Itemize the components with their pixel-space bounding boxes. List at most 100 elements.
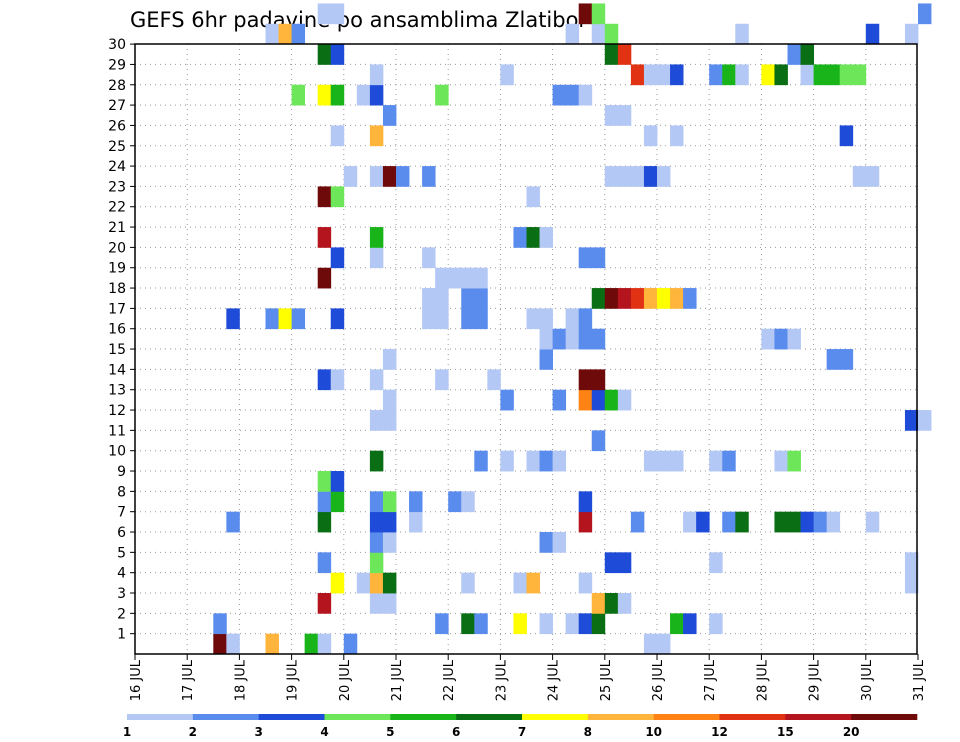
heatmap-cell <box>787 44 801 65</box>
heatmap-cell <box>630 511 645 533</box>
x-tick-label: 23 JUL <box>494 659 509 701</box>
heatmap-cell <box>591 328 606 350</box>
colorbar-segment <box>522 714 589 720</box>
colorbar-segment <box>653 714 720 720</box>
colorbar-label: 2 <box>189 725 197 739</box>
heatmap-cell <box>396 166 410 187</box>
heatmap-cell <box>552 450 567 472</box>
heatmap-cell <box>369 572 384 594</box>
heatmap-cell <box>422 308 436 330</box>
heatmap-cell <box>800 44 814 65</box>
heatmap-cell <box>800 511 814 533</box>
heatmap-cell <box>382 166 397 187</box>
heatmap-cell <box>369 369 384 391</box>
heatmap-cell <box>904 23 919 45</box>
heatmap-cell <box>474 288 488 309</box>
heatmap-cell <box>565 613 580 635</box>
y-tick-label: 22 <box>108 200 126 216</box>
heatmap-cell <box>630 166 645 187</box>
heatmap-cell <box>774 64 788 86</box>
y-tick-label: 8 <box>117 484 126 500</box>
heatmap-cell <box>422 288 436 309</box>
heatmap-cell <box>709 552 723 574</box>
heatmap-cell <box>539 328 553 350</box>
heatmap-cell <box>643 450 658 472</box>
heatmap-cell <box>291 23 306 45</box>
heatmap-cell <box>369 125 384 147</box>
heatmap-cell <box>226 633 240 655</box>
heatmap-cell <box>330 186 345 208</box>
heatmap-cell <box>591 389 606 411</box>
y-tick-label: 21 <box>108 220 126 236</box>
x-tick-label: 17 JUL <box>181 659 196 701</box>
heatmap-cell <box>657 450 671 472</box>
heatmap-cell <box>591 3 606 25</box>
heatmap-cell <box>330 308 345 330</box>
colorbar-label: 4 <box>320 725 328 739</box>
colorbar-label: 8 <box>584 725 592 739</box>
chart-title: GEFS 6hr padavine po ansamblima Zlatibor <box>130 8 587 32</box>
heatmap-cell <box>356 572 371 594</box>
x-tick-label: 27 JUL <box>703 659 718 701</box>
heatmap-cell <box>800 64 814 86</box>
y-tick-label: 3 <box>117 586 126 602</box>
colorbar-label: 3 <box>254 725 262 739</box>
heatmap-cell <box>317 511 332 533</box>
heatmap-cell <box>670 125 684 147</box>
y-tick-label: 12 <box>108 403 126 419</box>
heatmap-cell <box>670 288 684 309</box>
heatmap-cell <box>565 328 580 350</box>
y-tick-label: 7 <box>117 505 126 521</box>
heatmap-cell <box>722 450 736 472</box>
heatmap-cell <box>552 84 567 106</box>
heatmap-cell <box>617 389 632 411</box>
heatmap-cell <box>578 613 593 635</box>
heatmap-cell <box>735 23 749 45</box>
heatmap-cell <box>330 3 345 25</box>
heatmap-cell <box>461 267 475 289</box>
heatmap-cell <box>265 633 279 655</box>
y-tick-label: 27 <box>108 98 126 114</box>
heatmap-cell <box>591 369 606 391</box>
heatmap-cell <box>369 593 384 614</box>
heatmap-cell <box>369 84 384 106</box>
heatmap-cell <box>317 491 332 513</box>
heatmap-cell <box>382 410 397 431</box>
heatmap-cell <box>617 166 632 187</box>
heatmap-cell <box>774 328 788 350</box>
heatmap-cell <box>565 308 580 330</box>
heatmap-cell <box>369 491 384 513</box>
heatmap-cell <box>343 166 358 187</box>
y-tick-label: 20 <box>108 240 126 256</box>
heatmap-cell <box>448 491 462 513</box>
heatmap-cell <box>813 64 828 86</box>
heatmap-cell <box>317 3 332 25</box>
heatmap-cell <box>578 3 593 25</box>
heatmap-cell <box>330 44 345 65</box>
heatmap-cell <box>709 450 723 472</box>
heatmap-cell <box>330 471 345 492</box>
heatmap-cell <box>382 349 397 370</box>
x-tick-label: 22 JUL <box>442 659 457 701</box>
heatmap-cell <box>226 511 240 533</box>
heatmap-cell <box>904 410 919 431</box>
heatmap-cell <box>761 328 775 350</box>
heatmap-cell <box>500 64 514 86</box>
heatmap-cell <box>317 471 332 492</box>
heatmap-cell <box>578 389 593 411</box>
y-tick-label: 13 <box>108 383 126 399</box>
heatmap-cell <box>578 511 593 533</box>
heatmap-cell <box>683 288 697 309</box>
heatmap-cell <box>382 511 397 533</box>
heatmap-cell <box>604 23 619 45</box>
heatmap-cell <box>526 308 540 330</box>
heatmap-cell <box>448 267 462 289</box>
heatmap-cell <box>539 613 553 635</box>
y-tick-label: 23 <box>108 179 126 195</box>
colorbar-segment <box>324 714 391 720</box>
heatmap-cell <box>317 186 332 208</box>
heatmap-cell <box>643 633 658 655</box>
heatmap-cell <box>213 633 227 655</box>
y-tick-label: 18 <box>108 281 126 297</box>
